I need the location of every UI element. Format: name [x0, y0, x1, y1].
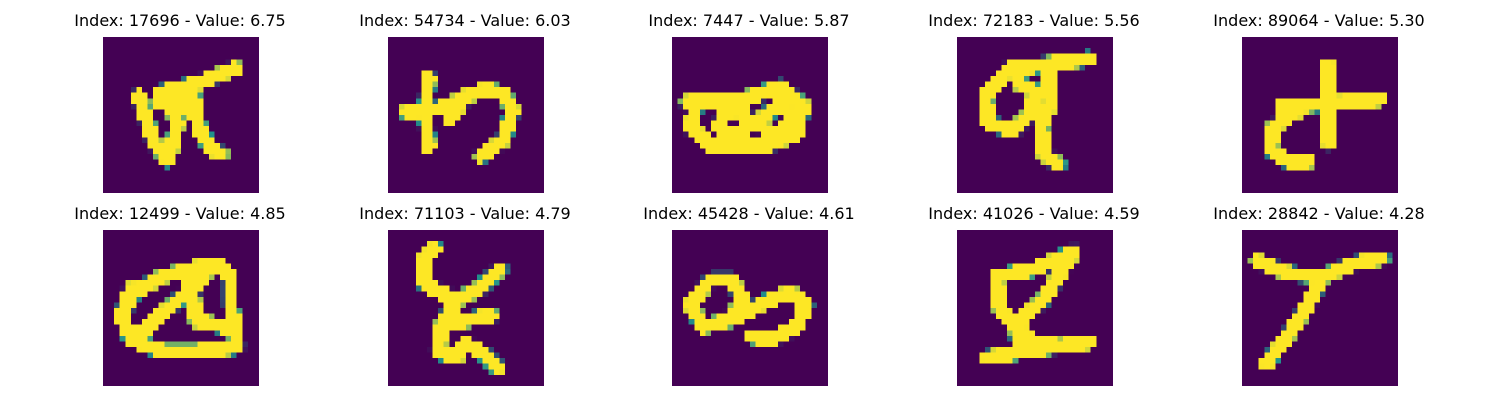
panel-2: Index: 54734 - Value: 6.03 [285, 0, 665, 193]
panel-title: Index: 12499 - Value: 4.85 [74, 204, 286, 223]
panel-title: Index: 89064 - Value: 5.30 [1213, 11, 1425, 30]
glyph-image [672, 230, 828, 386]
panel-7: Index: 71103 - Value: 4.79 [285, 193, 665, 386]
glyph-image [1242, 230, 1398, 386]
glyph-image [388, 37, 544, 193]
glyph-image [957, 230, 1113, 386]
glyph-image [1242, 37, 1398, 193]
panel-title: Index: 45428 - Value: 4.61 [643, 204, 855, 223]
panel-9: Index: 41026 - Value: 4.59 [854, 193, 1234, 386]
panel-1: Index: 17696 - Value: 6.75 [0, 0, 380, 193]
panel-6: Index: 12499 - Value: 4.85 [0, 193, 380, 386]
glyph-image [103, 230, 259, 386]
glyph-image [957, 37, 1113, 193]
panel-4: Index: 72183 - Value: 5.56 [854, 0, 1234, 193]
panel-5: Index: 89064 - Value: 5.30 [1139, 0, 1500, 193]
panel-title: Index: 17696 - Value: 6.75 [74, 11, 286, 30]
panel-title: Index: 54734 - Value: 6.03 [359, 11, 571, 30]
panel-8: Index: 45428 - Value: 4.61 [569, 193, 949, 386]
panel-3: Index: 7447 - Value: 5.87 [569, 0, 949, 193]
panel-title: Index: 7447 - Value: 5.87 [648, 11, 850, 30]
glyph-image [672, 37, 828, 193]
panel-title: Index: 72183 - Value: 5.56 [928, 11, 1140, 30]
panel-10: Index: 28842 - Value: 4.28 [1139, 193, 1500, 386]
panel-title: Index: 41026 - Value: 4.59 [928, 204, 1140, 223]
glyph-image [103, 37, 259, 193]
glyph-image [388, 230, 544, 386]
panel-title: Index: 71103 - Value: 4.79 [359, 204, 571, 223]
panel-title: Index: 28842 - Value: 4.28 [1213, 204, 1425, 223]
